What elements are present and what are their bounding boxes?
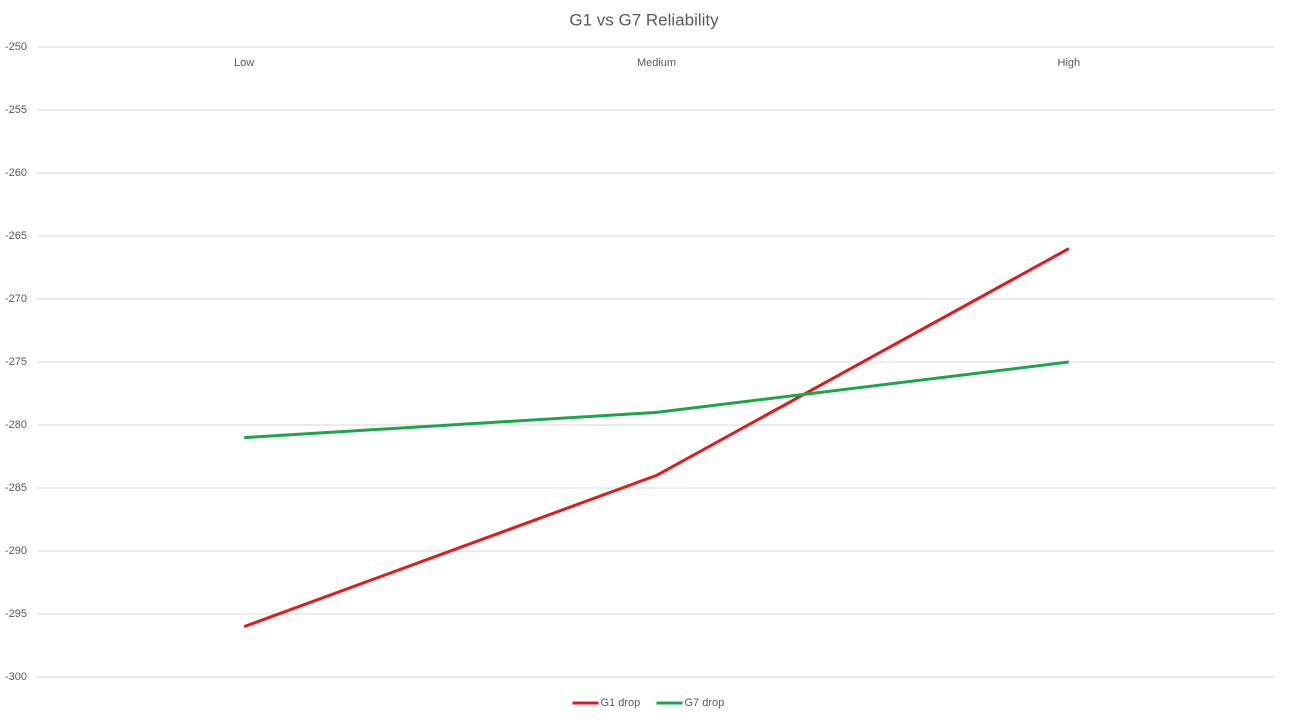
y-tick-label: -280 (5, 419, 27, 431)
y-tick-label: -300 (5, 671, 27, 683)
chart-title: G1 vs G7 Reliability (569, 10, 719, 29)
series-line (243, 247, 1070, 629)
x-tick-label: Low (234, 57, 254, 69)
y-tick-label: -250 (5, 41, 27, 53)
x-tick-label: Medium (637, 57, 676, 69)
legend-label: G1 drop (601, 697, 641, 709)
y-tick-label: -260 (5, 167, 27, 179)
y-tick-label: -270 (5, 293, 27, 305)
x-tick-label: High (1058, 57, 1081, 69)
series-line (244, 360, 1070, 440)
y-tick-label: -290 (5, 545, 27, 557)
y-tick-label: -275 (5, 356, 27, 368)
y-tick-label: -265 (5, 230, 27, 242)
y-tick-label: -285 (5, 482, 27, 494)
y-tick-label: -295 (5, 608, 27, 620)
y-tick-label: -255 (5, 104, 27, 116)
legend-label: G7 drop (685, 697, 725, 709)
